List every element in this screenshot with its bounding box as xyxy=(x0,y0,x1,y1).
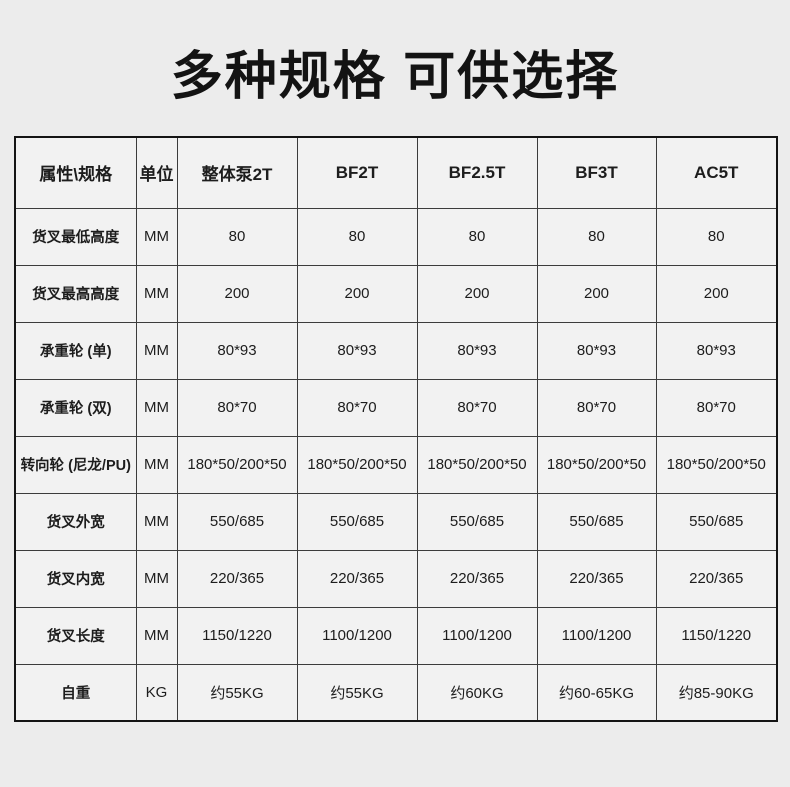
row-label: 转向轮 (尼龙/PU) xyxy=(14,435,137,494)
header-row: 属性\规格 单位 整体泵2T BF2T BF2.5T BF3T AC5T xyxy=(14,136,778,209)
row-label: 自重 xyxy=(14,663,137,722)
value-cell: 80*93 xyxy=(296,321,418,380)
table-row: 货叉最低高度 MM 80 80 80 80 80 xyxy=(14,207,778,266)
row-label: 货叉内宽 xyxy=(14,549,137,608)
column-header: BF2T xyxy=(296,136,418,209)
column-header: 单位 xyxy=(135,136,178,209)
value-cell: 80 xyxy=(536,207,657,266)
value-cell: 550/685 xyxy=(416,492,538,551)
table-body: 货叉最低高度 MM 80 80 80 80 80 货叉最高高度 MM 200 200 200 200 20… xyxy=(14,207,778,722)
value-cell: 220/365 xyxy=(296,549,418,608)
value-cell: 约60-65KG xyxy=(536,663,657,722)
column-header: 整体泵2T xyxy=(176,136,298,209)
value-cell: 1150/1220 xyxy=(176,606,298,665)
value-cell: 200 xyxy=(536,264,657,323)
unit-cell: MM xyxy=(135,435,178,494)
table-row: 货叉最高高度 MM 200 200 200 200 200 xyxy=(14,264,778,323)
value-cell: 1150/1220 xyxy=(655,606,778,665)
row-label: 承重轮 (单) xyxy=(14,321,137,380)
spec-table: 属性\规格 单位 整体泵2T BF2T BF2.5T BF3T AC5T 货叉最低高度 MM 8… xyxy=(14,136,778,722)
value-cell: 80*70 xyxy=(416,378,538,437)
value-cell: 80 xyxy=(416,207,538,266)
column-header: AC5T xyxy=(655,136,778,209)
value-cell: 80*70 xyxy=(536,378,657,437)
value-cell: 220/365 xyxy=(655,549,778,608)
value-cell: 200 xyxy=(416,264,538,323)
table-row: 转向轮 (尼龙/PU) MM 180*50/200*50 180*50/200*50 1… xyxy=(14,435,778,494)
row-label: 货叉最低高度 xyxy=(14,207,137,266)
column-header: BF2.5T xyxy=(416,136,538,209)
value-cell: 80*70 xyxy=(176,378,298,437)
value-cell: 约60KG xyxy=(416,663,538,722)
value-cell: 1100/1200 xyxy=(296,606,418,665)
value-cell: 180*50/200*50 xyxy=(176,435,298,494)
table-row: 承重轮 (单) MM 80*93 80*93 80*93 80*93 80*93 xyxy=(14,321,778,380)
value-cell: 550/685 xyxy=(176,492,298,551)
page-title: 多种规格 可供选择 xyxy=(170,48,620,106)
value-cell: 220/365 xyxy=(536,549,657,608)
unit-cell: MM xyxy=(135,606,178,665)
column-header: BF3T xyxy=(536,136,657,209)
value-cell: 1100/1200 xyxy=(536,606,657,665)
value-cell: 220/365 xyxy=(416,549,538,608)
value-cell: 80*93 xyxy=(536,321,657,380)
value-cell: 80*70 xyxy=(655,378,778,437)
value-cell: 80 xyxy=(176,207,298,266)
value-cell: 80*93 xyxy=(416,321,538,380)
row-label: 货叉最高高度 xyxy=(14,264,137,323)
row-label: 承重轮 (双) xyxy=(14,378,137,437)
value-cell: 80*70 xyxy=(296,378,418,437)
value-cell: 200 xyxy=(296,264,418,323)
unit-cell: MM xyxy=(135,264,178,323)
value-cell: 1100/1200 xyxy=(416,606,538,665)
row-label: 货叉长度 xyxy=(14,606,137,665)
table-row: 货叉长度 MM 1150/1220 1100/1200 1100/1200 1100/12… xyxy=(14,606,778,665)
unit-cell: MM xyxy=(135,207,178,266)
unit-cell: KG xyxy=(135,663,178,722)
table-row: 自重 KG 约55KG 约55KG 约60KG 约60-65KG 约85-90KG xyxy=(14,663,778,722)
value-cell: 80*93 xyxy=(655,321,778,380)
value-cell: 80 xyxy=(296,207,418,266)
value-cell: 180*50/200*50 xyxy=(416,435,538,494)
value-cell: 220/365 xyxy=(176,549,298,608)
value-cell: 约55KG xyxy=(296,663,418,722)
table-row: 承重轮 (双) MM 80*70 80*70 80*70 80*70 80*70 xyxy=(14,378,778,437)
value-cell: 80 xyxy=(655,207,778,266)
spec-table-container: 属性\规格 单位 整体泵2T BF2T BF2.5T BF3T AC5T 货叉最低高度 MM 8… xyxy=(14,136,778,722)
table-row: 货叉内宽 MM 220/365 220/365 220/365 220/365 220/36… xyxy=(14,549,778,608)
unit-cell: MM xyxy=(135,321,178,380)
unit-cell: MM xyxy=(135,378,178,437)
header-attribute-spec: 属性\规格 xyxy=(14,136,137,209)
value-cell: 200 xyxy=(176,264,298,323)
table-header: 属性\规格 单位 整体泵2T BF2T BF2.5T BF3T AC5T xyxy=(14,136,778,209)
value-cell: 180*50/200*50 xyxy=(296,435,418,494)
value-cell: 550/685 xyxy=(655,492,778,551)
value-cell: 约55KG xyxy=(176,663,298,722)
value-cell: 550/685 xyxy=(296,492,418,551)
value-cell: 550/685 xyxy=(536,492,657,551)
unit-cell: MM xyxy=(135,492,178,551)
value-cell: 80*93 xyxy=(176,321,298,380)
value-cell: 约85-90KG xyxy=(655,663,778,722)
value-cell: 180*50/200*50 xyxy=(536,435,657,494)
table-row: 货叉外宽 MM 550/685 550/685 550/685 550/685 550/68… xyxy=(14,492,778,551)
value-cell: 200 xyxy=(655,264,778,323)
value-cell: 180*50/200*50 xyxy=(655,435,778,494)
row-label: 货叉外宽 xyxy=(14,492,137,551)
unit-cell: MM xyxy=(135,549,178,608)
